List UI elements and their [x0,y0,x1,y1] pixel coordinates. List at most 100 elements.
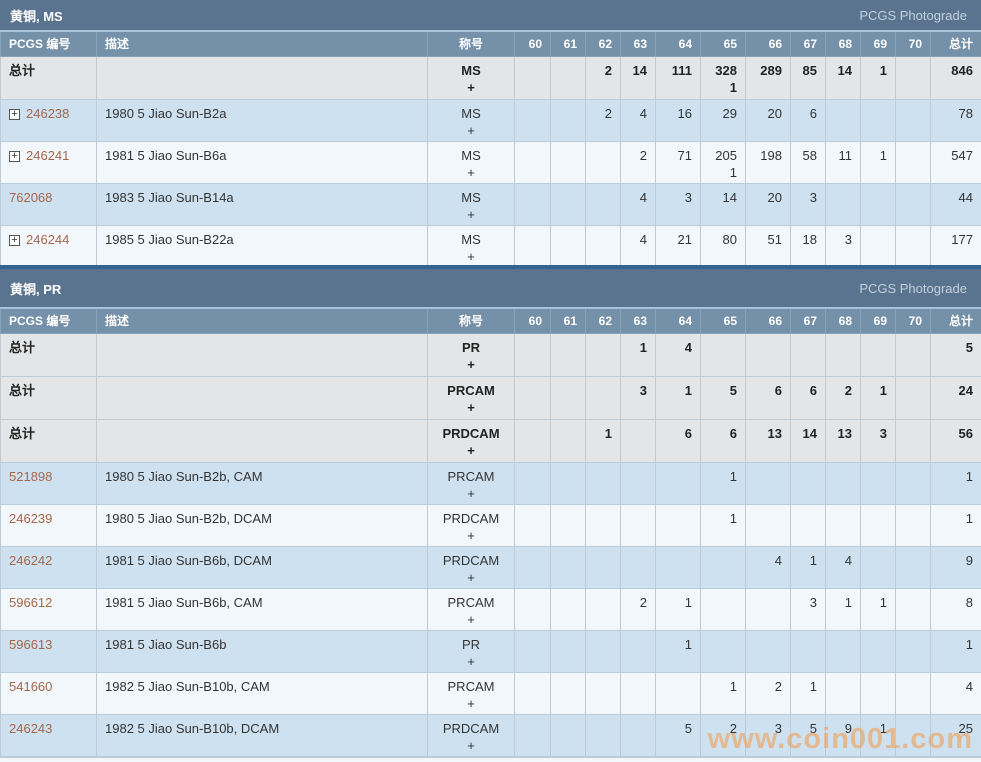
grade-cell-69: 3 [860,418,896,463]
grade-cell-67: 58 [790,140,826,184]
section-title: 黄铜, MS [10,8,63,24]
pcgs-number-link[interactable]: 246238 [26,105,70,121]
total-row: 总计 PRDCAM +1 6 6 13 14 13 3 56 [0,418,981,463]
grade-cell-69: 1 [860,713,896,757]
column-header: 64 [655,309,701,334]
grade-cell-65: 1 [700,503,746,547]
grade-cell-67 [790,332,826,377]
grade-cell-64: 71 [655,140,701,184]
pcgs-number-link[interactable]: 596613 [9,636,53,652]
total-cell: 56 [930,418,981,463]
grade-cell-60 [514,418,551,463]
grade-cell-63: 1 [620,332,656,377]
column-header: PCGS 编号 [0,309,97,334]
pcgs-number-link[interactable]: 246243 [9,720,53,736]
grade-cell-63: 4 [620,224,656,268]
grade-cell-63: 14 [620,55,656,100]
description-cell: 1980 5 Jiao Sun-B2a [96,98,428,142]
grade-cell-60 [514,461,551,505]
designation-cell: PRDCAM + [427,503,515,547]
expand-icon[interactable] [9,108,20,120]
grade-cell-70 [895,332,931,377]
grade-cell-63: 3 [620,375,656,420]
grade-cell-64: 5 [655,713,701,757]
designation-cell: PRDCAM + [427,545,515,589]
grade-cell-67: 3 [790,587,826,631]
total-label: 总计 [9,62,36,78]
grade-cell-64 [655,503,701,547]
total-cell: 44 [930,182,981,226]
expand-icon[interactable] [9,234,20,246]
pcgs-number-link[interactable]: 596612 [9,594,53,610]
pcgs-number-link[interactable]: 246239 [9,510,53,526]
grade-cell-60 [514,182,551,226]
description-cell: 1981 5 Jiao Sun-B6a [96,140,428,184]
pcgs-number-link[interactable]: 246241 [26,147,70,163]
description-cell: 1980 5 Jiao Sun-B2b, DCAM [96,503,428,547]
description-cell [96,418,428,463]
grade-cell-67: 1 [790,671,826,715]
grade-cell-64 [655,671,701,715]
description-cell [96,332,428,377]
pcgs-number-link[interactable]: 541660 [9,678,53,694]
grade-cell-60 [514,375,551,420]
grade-cell-69 [860,332,896,377]
grade-cell-62 [585,461,621,505]
column-header: 描述 [96,32,428,57]
grade-cell-70 [895,671,931,715]
pcgs-number-cell: 246243 [0,713,97,757]
pcgs-number-link[interactable]: 246242 [9,552,53,568]
grade-cell-60 [514,545,551,589]
pcgs-number-cell: 总计 [0,375,97,420]
grade-cell-67: 1 [790,545,826,589]
total-cell: 1 [930,629,981,673]
grade-cell-66: 4 [745,545,791,589]
grade-cell-64 [655,461,701,505]
column-header: 65 [700,32,746,57]
column-header: 62 [585,309,621,334]
grade-cell-68 [825,98,861,142]
grade-cell-69: 1 [860,55,896,100]
pcgs-photograde-link[interactable]: PCGS Photograde [859,280,967,296]
grade-cell-70 [895,587,931,631]
expand-icon[interactable] [9,150,20,162]
grade-cell-61 [550,418,586,463]
column-header: 66 [745,32,791,57]
table-row: 521898 1980 5 Jiao Sun-B2b, CAM PRCAM + 1 1 [0,461,981,505]
pcgs-number-cell: 596612 [0,587,97,631]
grade-cell-66: 289 [745,55,791,100]
column-header: 总计 [930,32,981,57]
grade-cell-62 [585,545,621,589]
pcgs-number-link[interactable]: 521898 [9,468,53,484]
column-header: 称号 [427,32,515,57]
pcgs-photograde-link[interactable]: PCGS Photograde [859,7,967,23]
grade-cell-65: 1 [700,461,746,505]
grade-cell-66 [745,461,791,505]
pcgs-number-cell: 246241 [0,140,97,184]
grade-cell-62: 1 [585,418,621,463]
total-cell: 8 [930,587,981,631]
pcgs-number-link[interactable]: 246244 [26,231,70,247]
pcgs-number-link[interactable]: 762068 [9,189,53,205]
column-header-row: PCGS 编号 描述 称号 60 61 62 63 64 65 66 67 68 69 70 总计 [0,309,981,334]
grade-cell-61 [550,461,586,505]
grade-cell-60 [514,224,551,268]
grade-cell-66: 20 [745,98,791,142]
grade-cell-64: 111 [655,55,701,100]
grade-cell-67 [790,503,826,547]
grade-cell-66: 6 [745,375,791,420]
grade-cell-60 [514,55,551,100]
grade-cell-69 [860,461,896,505]
column-header: 70 [895,32,931,57]
grade-cell-62 [585,375,621,420]
description-cell [96,55,428,100]
pcgs-number-cell: 521898 [0,461,97,505]
grade-cell-70 [895,55,931,100]
grade-cell-61 [550,671,586,715]
description-cell: 1981 5 Jiao Sun-B6b [96,629,428,673]
grade-cell-63 [620,418,656,463]
grade-cell-65: 29 [700,98,746,142]
